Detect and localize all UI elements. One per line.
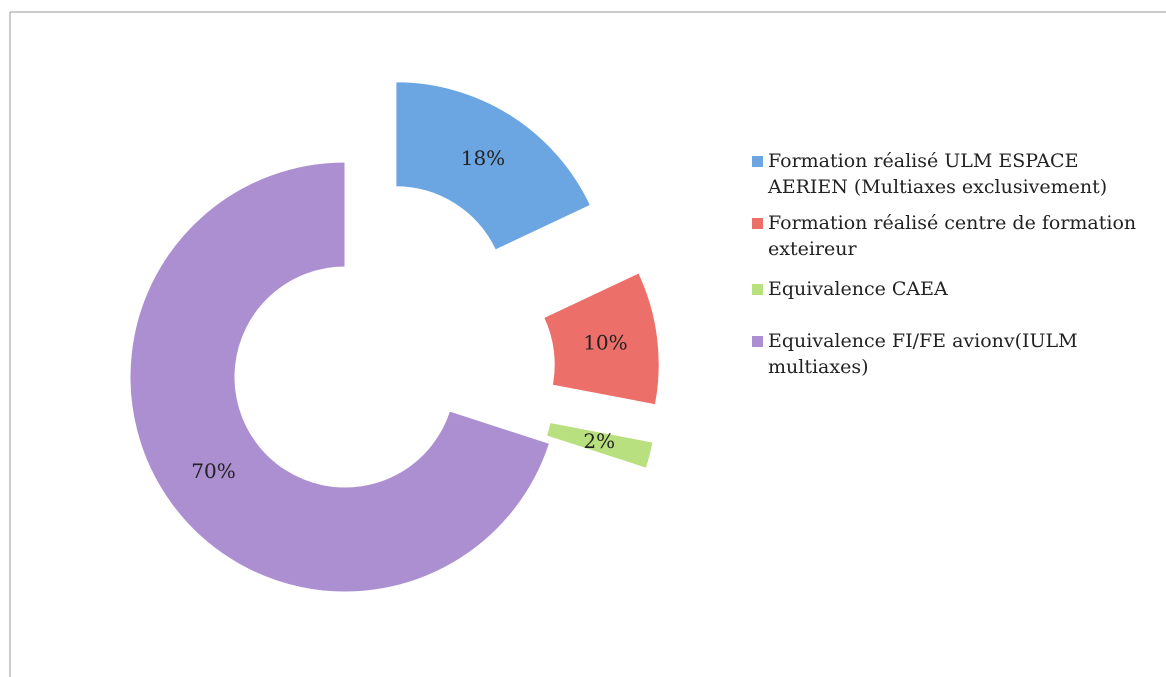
legend-swatch [752,218,763,229]
legend-label: Formation réalisé centre de formation ex… [768,212,1137,260]
legend-label: Equivalence CAEA [768,278,948,300]
data-label: 18% [461,146,505,170]
legend-item: Formation réalisé centre de formation ex… [752,210,1162,262]
legend-label: Formation réalisé ULM ESPACE AERIEN (Mul… [768,150,1108,198]
slice [545,421,654,469]
data-label: 2% [583,429,615,453]
legend-item: Formation réalisé ULM ESPACE AERIEN (Mul… [752,148,1162,200]
legend-item: Equivalence CAEA [752,276,1162,302]
legend: Formation réalisé ULM ESPACE AERIEN (Mul… [752,148,1162,380]
slice [395,81,592,251]
slice [543,272,660,406]
legend-swatch [752,284,763,295]
legend-swatch [752,156,763,167]
slice [129,161,551,593]
legend-swatch [752,336,763,347]
legend-item: Equivalence FI/FE avionv(IULM multiaxes) [752,328,1162,380]
legend-label: Equivalence FI/FE avionv(IULM multiaxes) [768,330,1078,378]
data-label: 70% [191,459,235,483]
data-label: 10% [583,331,627,355]
